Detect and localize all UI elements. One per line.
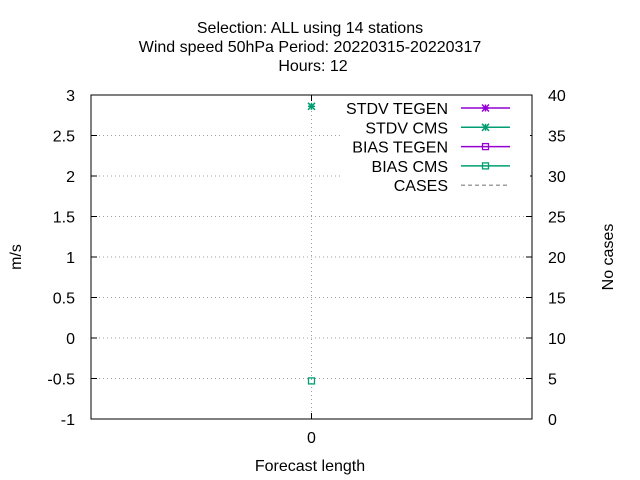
y-tick-label: 1.5 xyxy=(53,210,75,227)
y-tick-label: -0.5 xyxy=(47,372,75,389)
title-line-2: Wind speed 50hPa Period: 20220315-202203… xyxy=(139,39,482,56)
chart-title: Selection: ALL using 14 stations Wind sp… xyxy=(139,20,482,75)
y2-tick-label: 30 xyxy=(548,169,566,186)
legend-label: BIAS TEGEN xyxy=(352,140,448,157)
y-tick-label: 1 xyxy=(66,250,75,267)
legend-marker xyxy=(481,142,490,151)
y2-tick-label: 0 xyxy=(548,412,557,429)
x-tick-label: 0 xyxy=(307,430,316,447)
legend-entry: STDV CMS xyxy=(365,120,510,137)
y2-tick-label: 35 xyxy=(548,129,566,146)
y2-tick-label: 10 xyxy=(548,331,566,348)
y2-tick-label: 5 xyxy=(548,372,557,389)
axis-ticks: 3 2.5 2 1.5 1 0.5 0 -0.5 -1 40 35 30 25 20 15 10 5 0 0 xyxy=(47,88,565,447)
legend-label: STDV CMS xyxy=(365,120,448,137)
legend-marker xyxy=(481,162,490,170)
y2-tick-label: 40 xyxy=(548,88,566,105)
data-point-stdv-cms xyxy=(307,102,316,111)
legend-entry: CASES xyxy=(394,178,510,195)
y-tick-label: 0 xyxy=(66,331,75,348)
legend-label: BIAS CMS xyxy=(372,159,448,176)
x-axis-label: Forecast length xyxy=(255,458,365,475)
y-axis-label: m/s xyxy=(8,244,25,270)
legend-marker xyxy=(481,123,490,132)
title-line-1: Selection: ALL using 14 stations xyxy=(197,20,423,37)
legend-entry: STDV TEGEN xyxy=(346,101,510,118)
legend-marker xyxy=(481,103,490,113)
y-tick-label: -1 xyxy=(61,412,75,429)
y-tick-label: 3 xyxy=(66,88,75,105)
y2-tick-label: 25 xyxy=(548,210,566,227)
legend-entry: BIAS TEGEN xyxy=(352,140,510,157)
y2-tick-label: 20 xyxy=(548,250,566,267)
y-tick-label: 2 xyxy=(66,169,75,186)
legend: STDV TEGEN STDV CMS BIAS TEGEN BIAS CMS CASE… xyxy=(342,97,530,197)
y2-tick-label: 15 xyxy=(548,291,566,308)
legend-entry: BIAS CMS xyxy=(372,159,510,176)
y2-axis-label: No cases xyxy=(600,224,617,291)
title-line-3: Hours: 12 xyxy=(278,58,347,75)
legend-label: STDV TEGEN xyxy=(346,101,448,118)
data-marks xyxy=(307,102,316,385)
legend-label: CASES xyxy=(394,178,448,195)
y-tick-label: 2.5 xyxy=(53,129,75,146)
data-point-bias-cms xyxy=(307,377,316,385)
plot-frame xyxy=(90,94,533,420)
y-tick-label: 0.5 xyxy=(53,291,75,308)
